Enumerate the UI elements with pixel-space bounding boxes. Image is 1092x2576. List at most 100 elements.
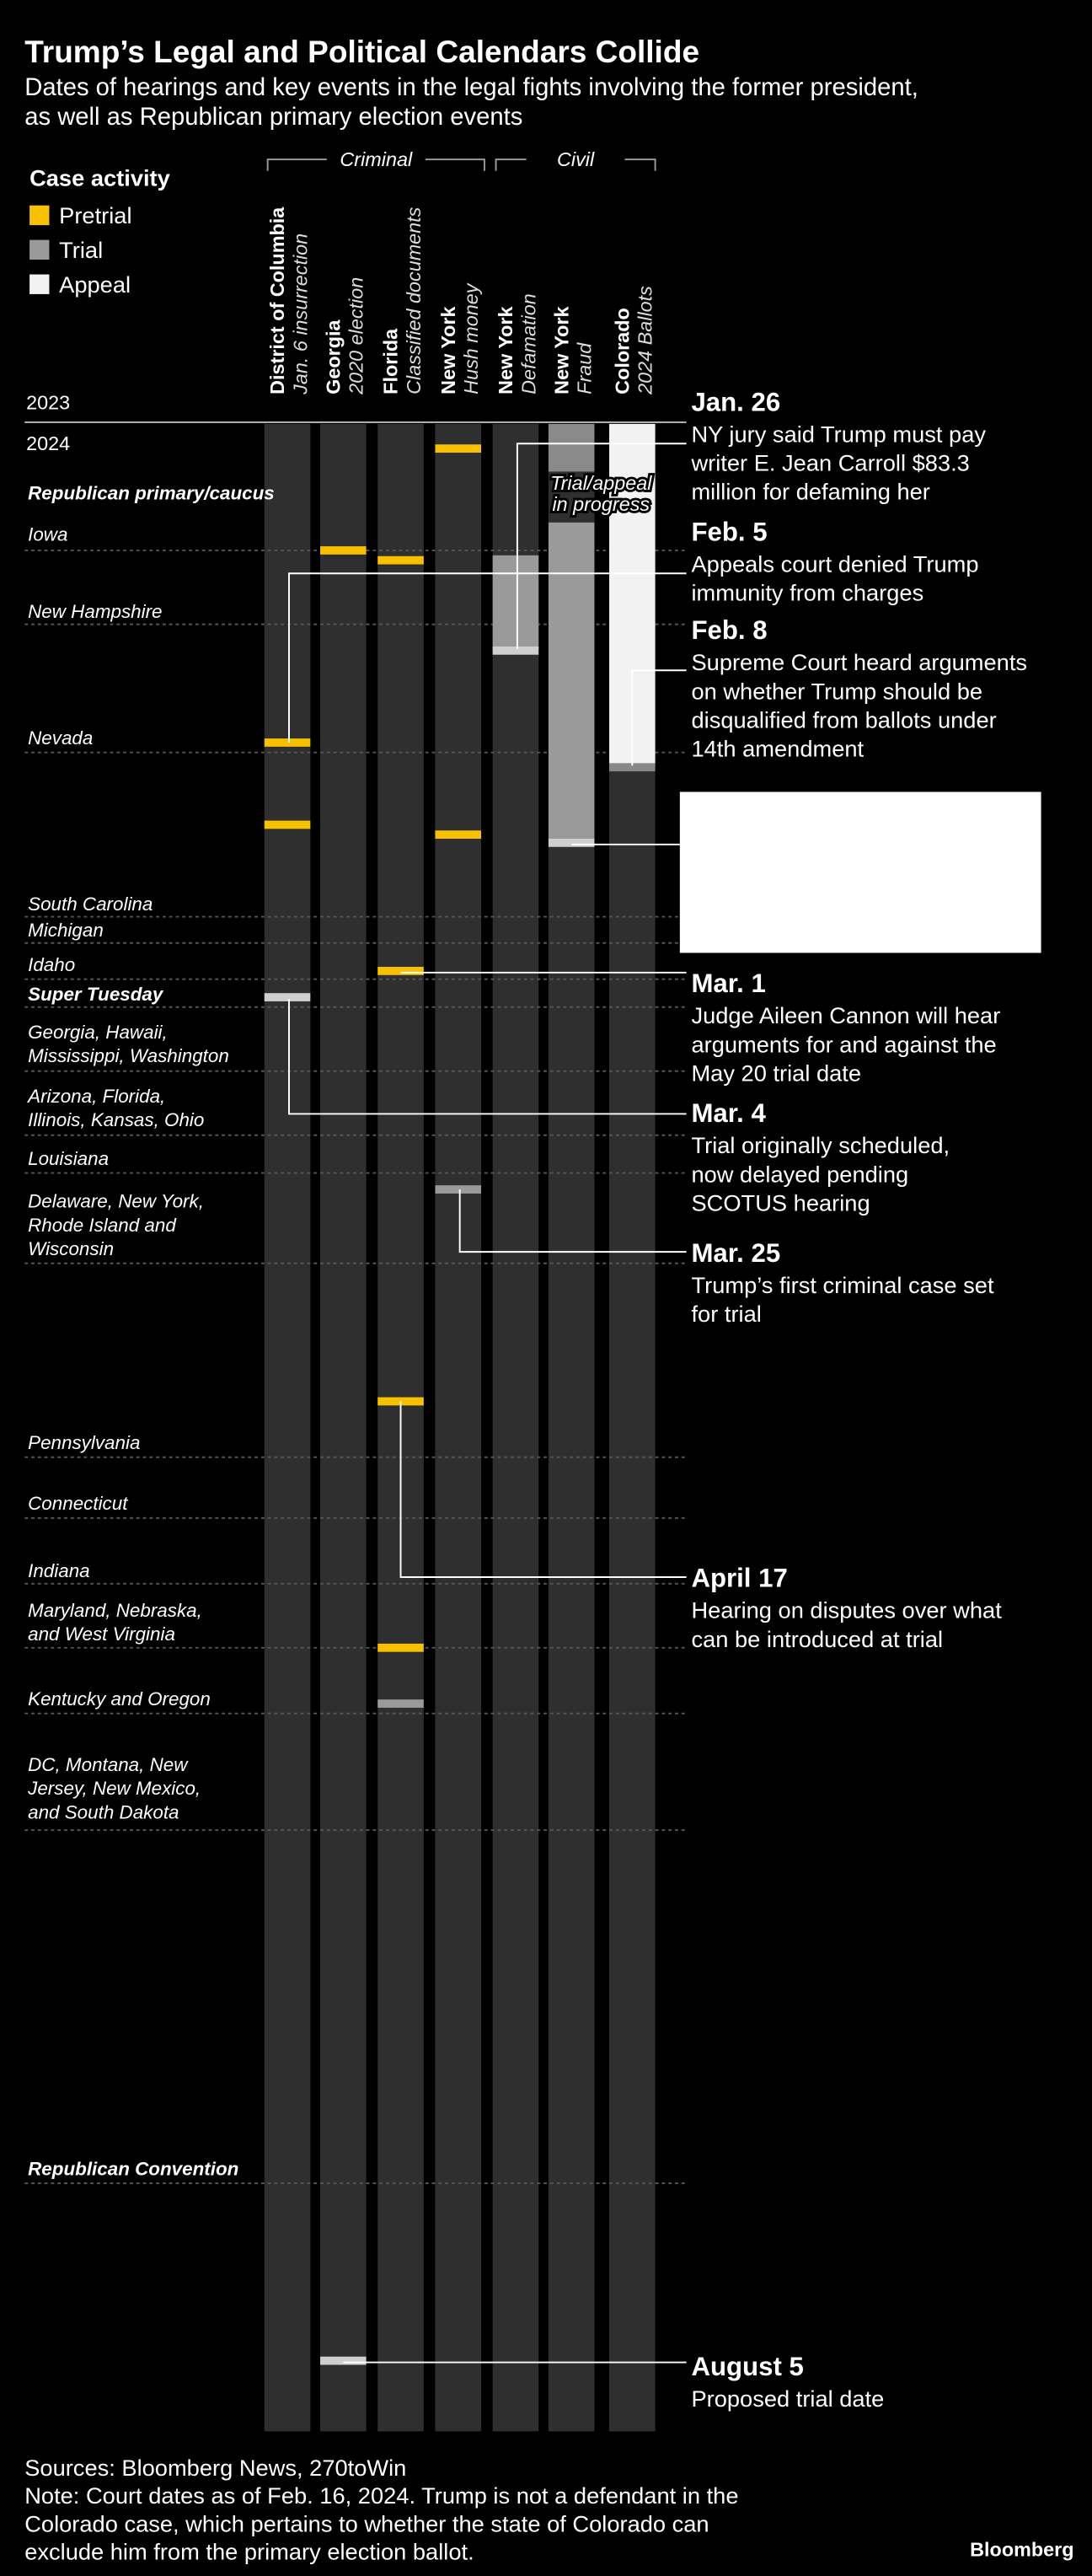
event-mark [377, 1699, 424, 1708]
leader-line [399, 1401, 687, 1578]
primary-label: Rhode Island and [28, 1215, 177, 1236]
case-name: Florida [380, 328, 402, 394]
activity-block [548, 522, 595, 841]
event-text: Hearing on disputes over what [691, 1597, 1002, 1623]
event-text: 14th amendment [691, 736, 864, 762]
primary-label: Louisiana [28, 1148, 109, 1169]
event-mark [435, 444, 482, 453]
year-label: 2024 [26, 432, 70, 454]
primary-label: Connecticut [28, 1493, 128, 1514]
leader-line [288, 572, 687, 743]
event-date: April 17 [691, 1564, 787, 1593]
event-text: arguments for and against the [691, 1031, 996, 1057]
legend-label: Appeal [59, 271, 131, 298]
event-text: writer E. Jean Carroll $83.3 [690, 449, 969, 475]
event-mark [320, 2356, 367, 2365]
primary-label: New Hampshire [28, 601, 162, 622]
case-detail: Hush money [460, 282, 482, 394]
case-label: New YorkFraud [550, 305, 595, 394]
subtitle: as well as Republican primary election e… [24, 104, 522, 131]
primary-label: Michigan [28, 920, 104, 941]
primary-label: South Carolina [28, 894, 153, 915]
case-column [320, 423, 367, 2432]
event-mark [435, 830, 482, 839]
group-label: Civil [557, 148, 595, 170]
primary-label: Indiana [28, 1560, 90, 1581]
event-text: Judge Aileen Cannon will hear [691, 1002, 1000, 1028]
case-detail: Defamation [517, 293, 539, 394]
event-text: Proposed trial date [691, 2385, 884, 2412]
primary-label: Arizona, Florida, [26, 1086, 165, 1107]
case-label: Georgia2020 election [322, 277, 367, 395]
group-label: Criminal [340, 148, 413, 170]
event-text: can be introduced at trial [691, 1626, 943, 1652]
note: Colorado case, which pertains to whether… [24, 2510, 709, 2536]
title: Trump’s Legal and Political Calendars Co… [24, 34, 699, 69]
case-detail: 2020 election [345, 277, 367, 395]
case-column [264, 423, 311, 2432]
event-text: million for defaming her [691, 479, 929, 505]
event-date: Feb. 5 [691, 517, 767, 546]
legend-label: Pretrial [59, 202, 131, 228]
event-text: Trial originally scheduled, [691, 1132, 950, 1158]
case-column [435, 423, 482, 2432]
event-mark [264, 993, 311, 1001]
primary-label: and West Virginia [28, 1623, 175, 1645]
note: exclude him from the primary election ba… [24, 2538, 474, 2564]
event-mark [264, 820, 311, 829]
event-text: on whether Trump should be [691, 678, 982, 704]
case-detail: Fraud [574, 342, 596, 394]
primary-label: and South Dakota [28, 1801, 179, 1822]
case-column [492, 423, 539, 2432]
primary-label: Iowa [28, 523, 67, 545]
subtitle: Dates of hearings and key events in the … [24, 74, 918, 101]
event-text: May 20 trial date [691, 1060, 861, 1086]
event-mark [435, 1185, 482, 1194]
event-text: for trial [691, 1301, 761, 1327]
primary-label: Delaware, New York, [28, 1191, 204, 1212]
case-name: District of Columbia [266, 207, 288, 394]
event-text: Trump’s first criminal case set [691, 1272, 993, 1298]
event-mark [377, 1643, 424, 1652]
case-label: District of ColumbiaJan. 6 insurrection [266, 207, 311, 395]
event-date: August 5 [691, 2352, 803, 2381]
primary-label: Mississippi, Washington [28, 1045, 229, 1066]
group-bracket [266, 158, 485, 171]
case-name: Colorado [611, 308, 633, 394]
event-date: Mar. 25 [691, 1238, 780, 1268]
leader-line [288, 998, 687, 1115]
sources: Sources: Bloomberg News, 270toWin [24, 2455, 406, 2481]
highlight-box [679, 792, 1041, 953]
event-mark [264, 738, 311, 747]
primary-label: Idaho [28, 954, 75, 975]
primary-label: Nevada [28, 727, 93, 749]
event-date: Jan. 26 [691, 387, 780, 416]
primary-title: Republican primary/caucus [28, 483, 275, 504]
primary-label: Wisconsin [28, 1238, 114, 1259]
primary-label: Republican Convention [28, 2158, 238, 2179]
event-text: SCOTUS hearing [691, 1189, 870, 1216]
case-name: New York [495, 305, 517, 394]
group-bracket [495, 158, 656, 171]
event-text: three years [691, 925, 806, 951]
primary-label: DC, Montana, New [28, 1754, 189, 1775]
leader-line [631, 669, 687, 766]
primary-label: Georgia, Hawaii, [28, 1022, 168, 1043]
event-date: Mar. 4 [691, 1098, 766, 1128]
event-text: now delayed pending [691, 1161, 908, 1187]
event-text: Supreme Court heard arguments [691, 649, 1027, 675]
legend-swatch [29, 205, 50, 226]
event-text: Appeals court denied Trump [691, 550, 978, 577]
primary-label: Super Tuesday [28, 984, 164, 1005]
case-label: New YorkDefamation [495, 293, 539, 394]
primary-label: Pennsylvania [28, 1432, 140, 1453]
primary-label: Illinois, Kansas, Ohio [28, 1109, 204, 1130]
leader-line [516, 443, 687, 649]
event-mark [377, 555, 424, 565]
event-text: damages and bars Trump [691, 867, 953, 893]
legend-label: Trial [59, 237, 103, 263]
year-label: 2023 [26, 391, 70, 413]
event-date: Feb. 8 [691, 615, 767, 645]
